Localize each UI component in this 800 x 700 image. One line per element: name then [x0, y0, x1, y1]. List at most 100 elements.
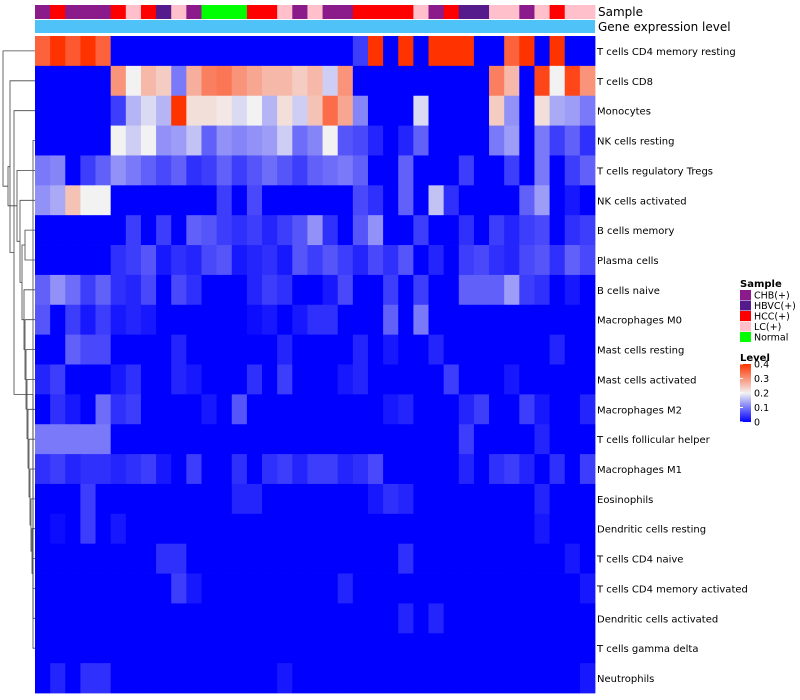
heatmap-cell — [156, 304, 172, 336]
heatmap-cell — [579, 185, 596, 216]
heatmap-cell — [125, 483, 142, 515]
heatmap-cell — [140, 65, 157, 97]
heatmap-cell — [519, 95, 535, 126]
heatmap-cell — [156, 215, 172, 246]
heatmap-cell — [216, 603, 233, 634]
heatmap-cell — [231, 394, 248, 425]
heatmap-cell — [80, 573, 96, 604]
heatmap-cell — [201, 394, 218, 425]
heatmap-cell — [156, 424, 172, 455]
heatmap-cell — [367, 304, 384, 336]
heatmap-cell — [398, 245, 414, 276]
heatmap-cell — [473, 543, 490, 574]
heatmap-cell — [534, 454, 550, 485]
heatmap-cell — [398, 513, 414, 545]
heatmap-cell — [156, 245, 172, 276]
heatmap-cell — [231, 215, 248, 246]
heatmap-cell — [534, 304, 550, 336]
heatmap-cell — [201, 454, 218, 485]
heatmap-cell — [65, 155, 81, 186]
heatmap-cell — [322, 36, 339, 67]
heatmap-cell — [443, 155, 460, 186]
sample-annotation-cell — [504, 5, 520, 19]
heatmap-cell — [35, 513, 51, 545]
heatmap-cell — [171, 633, 187, 664]
heatmap-cell — [549, 155, 566, 186]
heatmap-cell — [201, 245, 218, 276]
heatmap-cell — [292, 245, 308, 276]
heatmap-cell — [473, 513, 490, 545]
heatmap-cell — [428, 633, 445, 664]
heatmap-cell — [564, 483, 581, 515]
heatmap-cell — [50, 573, 66, 604]
heatmap-cell — [125, 663, 142, 694]
heatmap-cell — [125, 125, 142, 156]
heatmap-cell — [231, 245, 248, 276]
heatmap-cell — [398, 304, 414, 336]
row-label: T cells gamma delta — [596, 644, 698, 655]
heatmap-cell — [489, 334, 505, 365]
heatmap-cell — [186, 454, 202, 485]
heatmap-cell — [246, 274, 263, 306]
heatmap-cell — [35, 274, 51, 306]
heatmap-cell — [95, 155, 112, 186]
heatmap-cell — [246, 65, 263, 97]
heatmap-cell — [292, 95, 308, 126]
heatmap-cell — [231, 334, 248, 365]
heatmap-cell — [216, 394, 233, 425]
heatmap-cell — [277, 663, 293, 694]
sample-legend-swatch — [740, 290, 751, 300]
row-label: T cells regulatory Tregs — [596, 166, 713, 177]
heatmap-cell — [398, 185, 414, 216]
heatmap-cell — [352, 483, 369, 515]
heatmap-cell — [549, 334, 566, 365]
heatmap-cell — [352, 603, 369, 634]
heatmap-cell — [519, 245, 535, 276]
sample-annotation-cell — [398, 5, 414, 19]
heatmap-cell — [458, 65, 475, 97]
sample-track-label: Sample — [598, 5, 643, 19]
heatmap-cell — [110, 633, 127, 664]
heatmap-cell — [246, 215, 263, 246]
dendrogram-branch — [32, 558, 35, 589]
row-dendrogram — [2, 50, 35, 649]
heatmap-cell — [564, 155, 581, 186]
heatmap-cell — [50, 483, 66, 515]
heatmap-cell — [337, 483, 354, 515]
heatmap-cell — [413, 454, 429, 485]
heatmap-cell — [428, 304, 445, 336]
heatmap-cell — [458, 424, 475, 455]
heatmap-cell — [201, 424, 218, 455]
sample-annotation-cell — [201, 5, 218, 19]
sample-annotation-cell — [413, 5, 429, 19]
heatmap-cell — [534, 155, 550, 186]
heatmap-cell — [140, 663, 157, 694]
heatmap-cell — [216, 424, 233, 455]
heatmap-cell — [579, 274, 596, 306]
heatmap-cell — [307, 513, 323, 545]
heatmap-cell — [337, 125, 354, 156]
heatmap-cell — [579, 424, 596, 455]
heatmap-cell — [473, 454, 490, 485]
heatmap-cell — [35, 185, 51, 216]
heatmap-cell — [549, 424, 566, 455]
heatmap-cell — [35, 633, 51, 664]
heatmap-cell — [140, 155, 157, 186]
sample-annotation-cell — [186, 5, 202, 19]
heatmap-cell — [534, 663, 550, 694]
heatmap-cell — [458, 513, 475, 545]
heatmap-cell — [383, 245, 399, 276]
heatmap-cell — [519, 633, 535, 664]
sample-annotation-cell — [352, 5, 369, 19]
heatmap-cell — [367, 125, 384, 156]
heatmap-cell — [80, 483, 96, 515]
heatmap-cell — [337, 36, 354, 67]
heatmap-cell — [458, 454, 475, 485]
heatmap-cell — [231, 364, 248, 395]
heatmap-cell — [231, 95, 248, 126]
heatmap-cell — [231, 633, 248, 664]
heatmap-cell — [246, 513, 263, 545]
heatmap-cell — [140, 304, 157, 336]
heatmap-cell — [262, 36, 278, 67]
heatmap-cell — [95, 573, 112, 604]
